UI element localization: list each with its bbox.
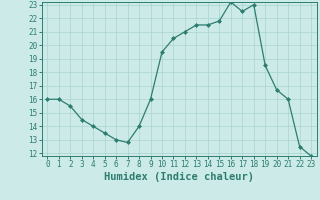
X-axis label: Humidex (Indice chaleur): Humidex (Indice chaleur) <box>104 172 254 182</box>
